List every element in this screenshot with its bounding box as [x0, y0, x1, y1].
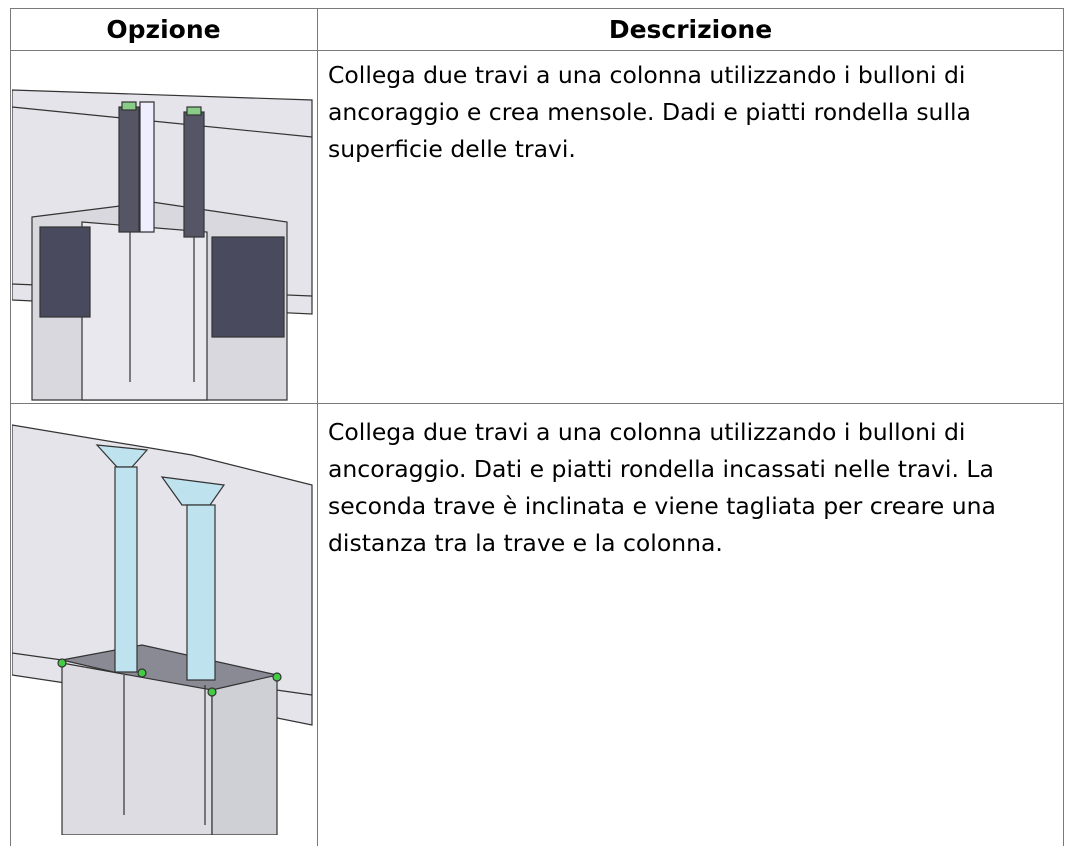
illustration: [12, 89, 313, 401]
border: [1063, 8, 1064, 846]
border: [317, 8, 318, 846]
illustration: [12, 424, 313, 835]
border: [10, 8, 11, 846]
description: Collega due travi a una colonna utilizza…: [328, 61, 971, 163]
description: Collega due travi a una colonna utilizza…: [328, 418, 996, 557]
border: [10, 50, 1064, 51]
header-cell: Descrizione: [608, 15, 773, 44]
header-cell: Opzione: [106, 15, 221, 44]
border: [10, 403, 1064, 404]
border: [10, 8, 1064, 9]
